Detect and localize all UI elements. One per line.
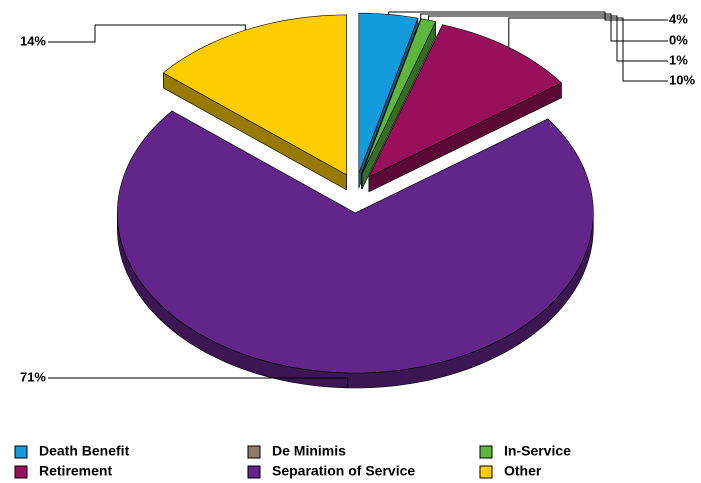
legend-swatch (479, 465, 493, 479)
legend-label: Separation of Service (272, 463, 415, 479)
leader-line (420, 13, 668, 42)
data-label: 10% (669, 72, 695, 87)
leader-line (48, 24, 246, 43)
legend-swatch (14, 465, 28, 479)
data-label: 0% (669, 32, 688, 47)
leader-line (508, 17, 668, 82)
data-label: 1% (669, 52, 688, 67)
legend-swatch (247, 465, 261, 479)
data-label: 4% (669, 11, 688, 26)
leader-line (388, 11, 668, 21)
legend-label: Death Benefit (39, 443, 130, 459)
leader-line (48, 377, 349, 388)
legend-label: Other (504, 463, 542, 479)
legend-label: Retirement (39, 463, 112, 479)
data-label: 14% (20, 33, 46, 48)
leader-line (428, 15, 668, 62)
data-label: 71% (20, 369, 46, 384)
legend-swatch (479, 445, 493, 459)
legend-swatch (14, 445, 28, 459)
legend-label: In-Service (504, 443, 571, 459)
legend-swatch (247, 445, 261, 459)
slice (116, 110, 594, 374)
legend-label: De Minimis (272, 443, 346, 459)
